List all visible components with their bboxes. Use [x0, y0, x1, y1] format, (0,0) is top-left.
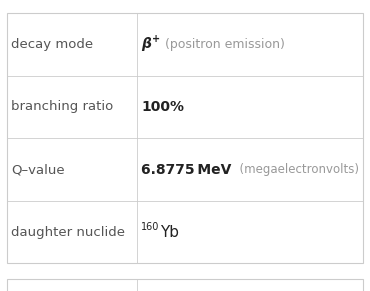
Text: 6.8775 MeV: 6.8775 MeV: [141, 162, 232, 177]
Text: daughter nuclide: daughter nuclide: [11, 226, 125, 239]
Text: (positron emission): (positron emission): [161, 38, 285, 51]
Text: branching ratio: branching ratio: [11, 100, 113, 113]
Text: Yb: Yb: [161, 225, 179, 239]
Text: 160: 160: [141, 222, 160, 233]
Bar: [7, 279, 363, 291]
Text: decay mode: decay mode: [11, 38, 93, 51]
Text: (megaelectronvolts): (megaelectronvolts): [232, 163, 359, 176]
Text: Q–value: Q–value: [11, 163, 65, 176]
Text: 100%: 100%: [141, 100, 184, 114]
Bar: [7, 13, 363, 263]
Text: +: +: [152, 34, 160, 44]
Text: β: β: [141, 37, 151, 52]
